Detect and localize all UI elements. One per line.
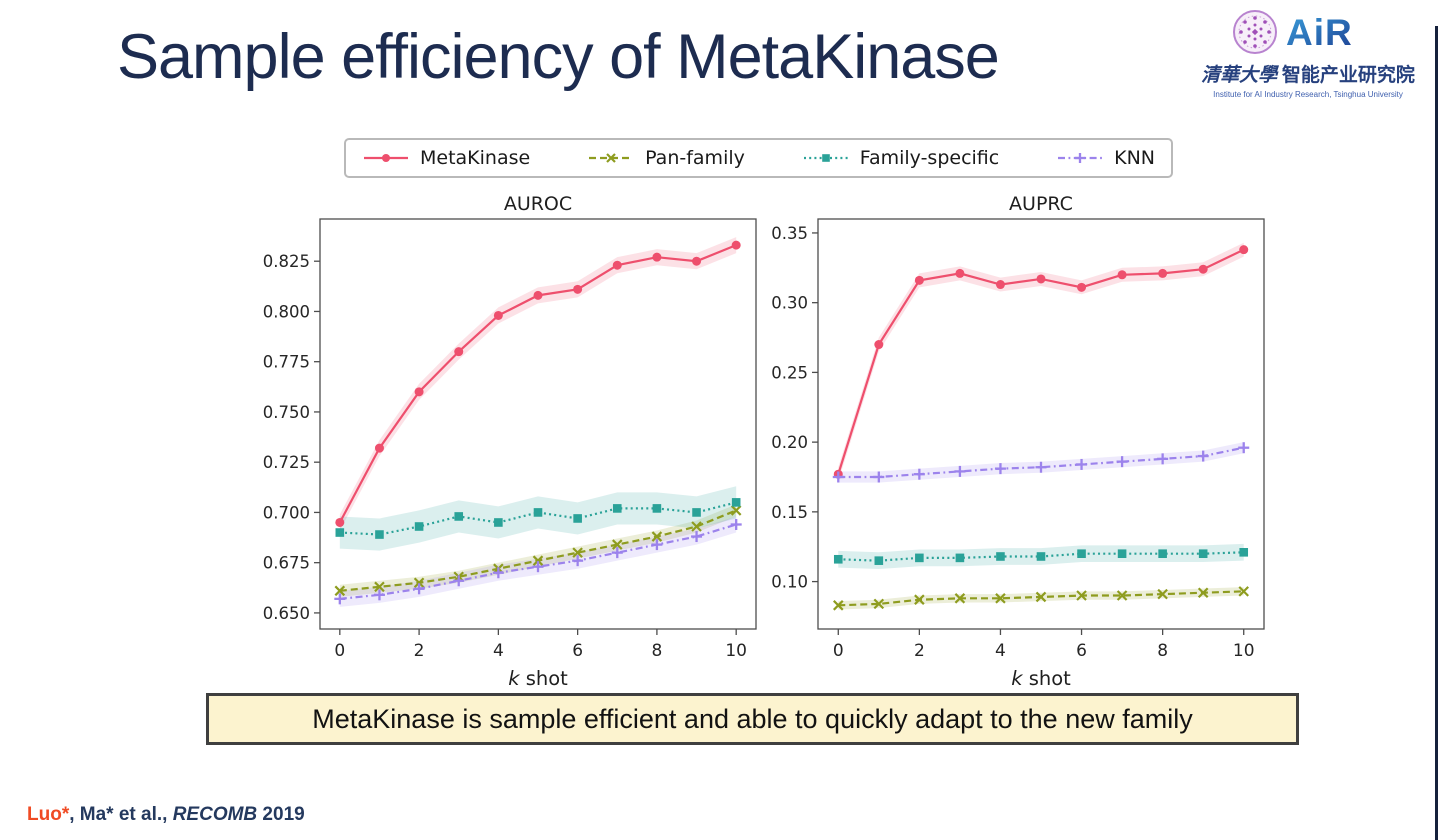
svg-text:2: 2 (414, 641, 425, 661)
legend-line-sample (803, 154, 848, 162)
page-title: Sample efficiency of MetaKinase (117, 22, 1000, 92)
x-axis-label: k shot (508, 667, 568, 690)
svg-text:4: 4 (493, 641, 504, 661)
logo-cn-calligraphy: 清華大學 (1201, 65, 1278, 86)
citation-middle: , Ma* et al., (69, 804, 173, 825)
svg-text:0.675: 0.675 (263, 554, 310, 573)
svg-text:2: 2 (914, 641, 925, 661)
chart-title: AUPRC (1009, 196, 1073, 215)
chart-legend: MetaKinase Pan-family Family-specific KNN (344, 138, 1173, 178)
svg-text:0.775: 0.775 (263, 353, 310, 372)
logo-top-row: AiR (1190, 6, 1426, 58)
logo-english-caption: Institute for AI Industry Research, Tsin… (1213, 90, 1403, 99)
svg-text:10: 10 (1233, 641, 1255, 661)
logo-cn-institute: 智能产业研究院 (1281, 65, 1415, 86)
svg-text:6: 6 (572, 641, 583, 661)
svg-text:4: 4 (995, 641, 1006, 661)
citation-year: 2019 (257, 804, 305, 825)
chart-title: AUROC (504, 196, 572, 215)
svg-text:8: 8 (651, 641, 662, 661)
air-logo: AiR 清華大學 智能产业研究院 Institute for AI Indust… (1190, 6, 1426, 99)
svg-text:0.650: 0.650 (263, 604, 310, 623)
x-axis-label: k shot (1011, 667, 1071, 690)
legend-label: KNN (1114, 147, 1155, 169)
svg-text:0: 0 (833, 641, 844, 661)
legend-item-knn: KNN (1056, 147, 1155, 169)
svg-text:0.825: 0.825 (263, 252, 310, 271)
chart-auprc: 0.10 0.15 0.20 0.25 0.30 0.35 0 2 4 6 8 10 AUPRC k sh… (771, 196, 1265, 690)
legend-item-family-specific: Family-specific (802, 147, 999, 169)
svg-text:0.20: 0.20 (771, 433, 808, 452)
svg-text:AiR: AiR (1286, 12, 1353, 53)
legend-label: Family-specific (859, 147, 1000, 169)
citation-author: Luo* (27, 804, 70, 825)
svg-text:0.15: 0.15 (771, 503, 808, 522)
svg-text:0.30: 0.30 (771, 294, 808, 313)
legend-item-metakinase: MetaKinase (362, 147, 530, 169)
svg-text:0.750: 0.750 (263, 403, 310, 422)
legend-line-sample (589, 153, 634, 163)
svg-text:0.10: 0.10 (771, 573, 808, 592)
citation-venue: RECOMB (172, 804, 258, 825)
takeaway-banner: MetaKinase is sample efficient and able … (206, 693, 1299, 745)
citation: Luo*, Ma* et al., RECOMB 2019 (27, 804, 305, 826)
legend-label: MetaKinase (420, 147, 531, 169)
svg-text:0.25: 0.25 (771, 363, 808, 382)
svg-text:10: 10 (725, 641, 747, 661)
legend-line-sample (364, 154, 408, 162)
air-wordmark: AiR (1286, 12, 1353, 53)
legend-line-sample (1058, 153, 1103, 163)
svg-text:0.35: 0.35 (771, 224, 808, 243)
window-edge-artifact (1435, 26, 1438, 840)
tsinghua-emblem-icon (1233, 10, 1277, 54)
logo-chinese-name: 清華大學 智能产业研究院 (1190, 60, 1426, 87)
chart-auroc: 0.650 0.675 0.700 0.725 0.750 0.775 0.800 0.825… (263, 196, 757, 690)
takeaway-text: MetaKinase is sample efficient and able … (312, 703, 1193, 734)
svg-text:8: 8 (1157, 641, 1168, 661)
svg-text:0.725: 0.725 (263, 453, 310, 472)
legend-item-pan-family: Pan-family (587, 147, 745, 169)
svg-text:0.800: 0.800 (263, 302, 310, 321)
legend-label: Pan-family (645, 147, 745, 169)
svg-text:0: 0 (334, 641, 345, 661)
svg-text:6: 6 (1076, 641, 1087, 661)
svg-text:0.700: 0.700 (263, 503, 310, 522)
